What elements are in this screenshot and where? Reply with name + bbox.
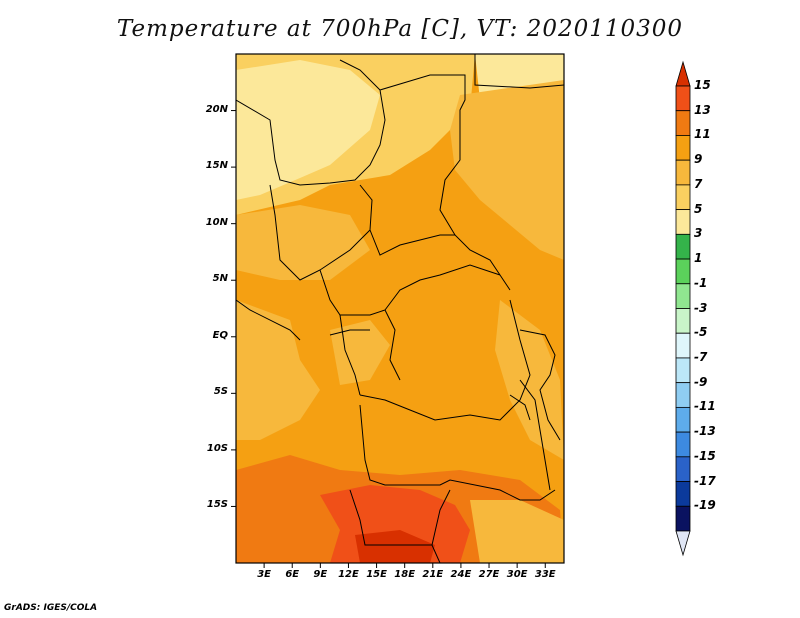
colorbar-label: 7: [694, 176, 703, 191]
colorbar-box: [675, 382, 691, 408]
lat-label: 10S: [206, 442, 228, 454]
colorbar-box: [675, 85, 691, 112]
lon-label: 33E: [534, 569, 556, 580]
colorbar-box: [675, 481, 691, 507]
colorbar-label: -5: [694, 325, 708, 340]
colorbar-box: [675, 159, 691, 186]
lat-ticks: [231, 110, 236, 507]
country-borders: [236, 54, 564, 563]
lat-label: 10N: [205, 216, 228, 228]
lat-label: 5S: [213, 386, 228, 398]
colorbar-box: [675, 406, 691, 433]
lat-label: 15S: [206, 499, 228, 511]
field-cold-ne: [475, 54, 564, 100]
colorbar-box: [675, 258, 691, 285]
chart-title: Temperature at 700hPa [C], VT: 202011030…: [116, 16, 684, 42]
colorbar-bottom-arrow: [675, 530, 691, 557]
field-mild-center: [330, 320, 390, 385]
lon-label: 30E: [506, 569, 528, 580]
colorbar-label: -19: [694, 498, 716, 513]
lon-ticks: [263, 563, 546, 568]
lat-label: 5N: [212, 273, 228, 285]
colorbar-label: -3: [694, 300, 708, 315]
colorbar-label: 3: [694, 226, 703, 241]
colorbar-box: [675, 233, 691, 260]
colorbar-box: [675, 332, 691, 359]
field-mild-sw: [236, 300, 320, 440]
colorbar-label: -11: [694, 399, 716, 414]
colorbar: [675, 60, 691, 557]
lat-label: 20N: [205, 103, 228, 115]
colorbar-label: 15: [694, 78, 711, 92]
colorbar-label: 1: [694, 251, 703, 266]
colorbar-label: 9: [694, 152, 703, 167]
colorbar-box: [675, 431, 691, 458]
lon-label: 27E: [478, 569, 500, 580]
colorbar-label: -7: [694, 349, 708, 364]
colorbar-label: -17: [694, 473, 716, 488]
colorbar-box: [675, 283, 691, 309]
lat-label: 15N: [205, 160, 228, 172]
colorbar-box: [675, 184, 691, 211]
colorbar-label: -15: [694, 448, 716, 463]
field-mild-east: [495, 300, 564, 460]
field-cold-north: [236, 60, 380, 200]
colorbar-label: -13: [694, 424, 716, 439]
colorbar-label: 13: [694, 102, 711, 117]
lon-label: 6E: [285, 569, 300, 580]
colorbar-label: 11: [694, 127, 711, 142]
lon-label: 24E: [450, 569, 472, 580]
colorbar-label: 5: [694, 201, 703, 216]
credit-text: GrADS: IGES/COLA: [4, 603, 98, 613]
colorbar-box: [675, 505, 691, 532]
lon-label: 15E: [366, 569, 387, 580]
colorbar-top-arrow: [675, 60, 691, 87]
map-frame: [235, 53, 565, 564]
colorbar-label: -9: [694, 374, 708, 389]
field-mild-west: [236, 205, 370, 280]
lat-label: EQ: [212, 329, 228, 341]
colorbar-box: [675, 209, 691, 235]
colorbar-box: [675, 357, 691, 384]
colorbar-box: [675, 456, 691, 482]
lon-label: 21E: [422, 569, 444, 580]
lon-label: 12E: [338, 569, 359, 580]
colorbar-label: -1: [694, 275, 708, 290]
colorbar-box: [675, 135, 691, 161]
field-mild-se: [470, 500, 564, 563]
lon-label: 3E: [257, 569, 271, 580]
field-mild-ne: [450, 80, 564, 260]
lon-label: 9E: [313, 569, 328, 580]
field-peak: [355, 530, 435, 563]
colorbar-box: [675, 308, 691, 334]
colorbar-box: [675, 110, 691, 136]
lon-label: 18E: [394, 569, 416, 580]
